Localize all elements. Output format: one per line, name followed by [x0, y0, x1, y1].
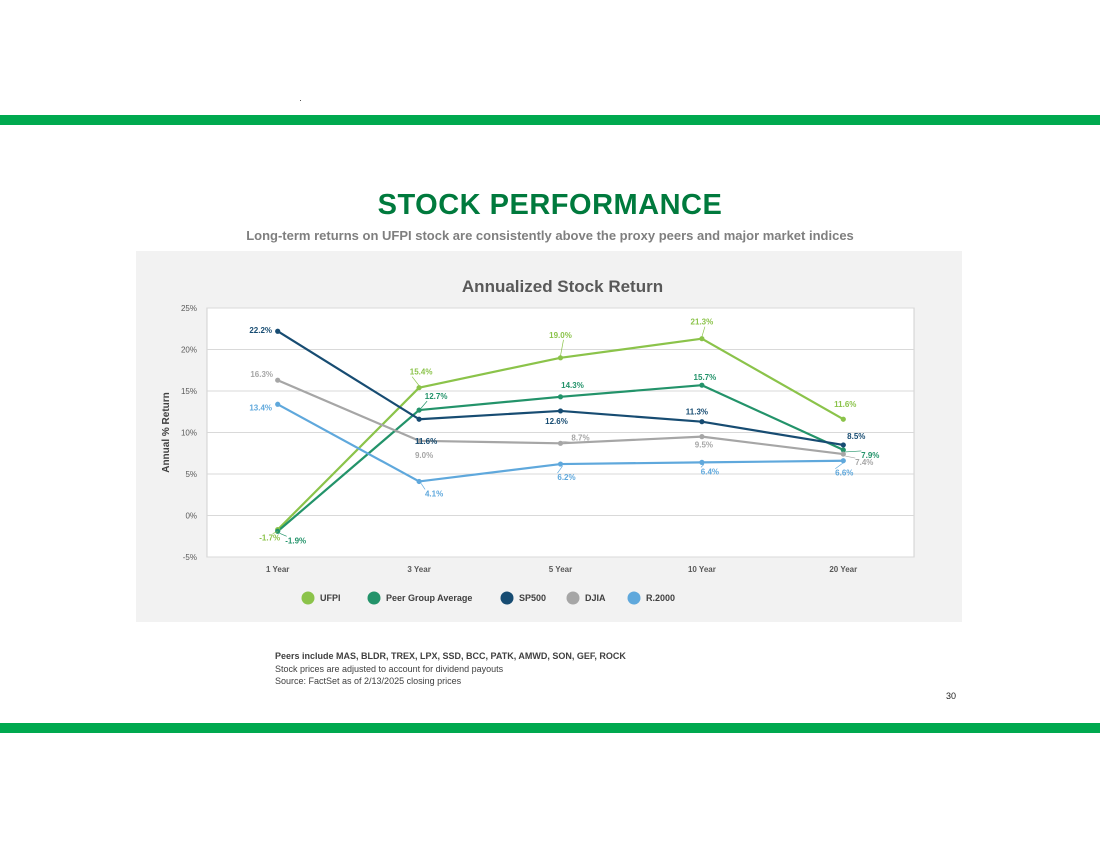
- source-note: Source: FactSet as of 2/13/2025 closing …: [275, 676, 462, 686]
- data-label: 22.2%: [249, 326, 272, 335]
- label-leader: [562, 440, 572, 443]
- label-leader: [560, 339, 564, 356]
- bottom-green-band: [0, 723, 1100, 733]
- data-point: [699, 382, 705, 388]
- y-tick-label: -5%: [183, 553, 197, 562]
- stray-dot: [300, 100, 301, 101]
- label-leader: [272, 531, 278, 534]
- data-point: [557, 461, 564, 467]
- peers-note: Peers include MAS, BLDR, TREX, LPX, SSD,…: [275, 651, 626, 661]
- data-label: 12.7%: [425, 392, 448, 401]
- y-tick-label: 5%: [185, 470, 197, 479]
- legend-label: SP500: [519, 593, 546, 603]
- x-tick-label: 1 Year: [266, 565, 289, 574]
- y-tick-label: 20%: [181, 346, 197, 355]
- data-point: [275, 528, 281, 534]
- x-tick-label: 10 Year: [688, 565, 716, 574]
- label-leader: [411, 376, 420, 386]
- data-point: [557, 355, 564, 361]
- data-label: 14.3%: [561, 381, 584, 390]
- footnotes: Peers include MAS, BLDR, TREX, LPX, SSD,…: [275, 650, 626, 688]
- legend-marker: [367, 591, 381, 605]
- data-label: 11.6%: [415, 437, 437, 446]
- data-label: 16.3%: [250, 370, 273, 379]
- top-green-band: [0, 115, 1100, 125]
- data-label: 21.3%: [691, 318, 714, 327]
- data-point: [416, 416, 422, 422]
- y-tick-label: 10%: [181, 429, 197, 438]
- data-point: [840, 447, 846, 453]
- data-label: 9.5%: [695, 441, 713, 450]
- label-leader: [835, 462, 844, 470]
- data-point: [699, 434, 705, 440]
- data-point: [557, 394, 564, 400]
- label-leader: [845, 450, 862, 453]
- data-point: [416, 438, 422, 444]
- data-point: [416, 407, 422, 413]
- label-leader: [845, 455, 856, 459]
- page-title: STOCK PERFORMANCE: [377, 189, 723, 221]
- legend-marker: [627, 591, 641, 605]
- data-point: [840, 458, 846, 464]
- data-point: [275, 377, 281, 383]
- data-point: [557, 408, 564, 414]
- data-label: 6.6%: [835, 469, 853, 478]
- legend-marker: [301, 591, 315, 605]
- line-chart: Annualized Stock Return -5% 0% 5% 10% 15% 20% 2…: [161, 277, 915, 605]
- data-label: 4.1%: [425, 489, 443, 498]
- x-tick-label: 20 Year: [829, 565, 857, 574]
- data-point: [275, 328, 281, 334]
- chart-panel: Annualized Stock Return -5% 0% 5% 10% 15% 20% 2…: [136, 251, 962, 622]
- page-number: 30: [946, 691, 957, 701]
- y-tick-label: 0%: [185, 512, 197, 521]
- data-label: 12.6%: [545, 417, 568, 426]
- y-axis-title: Annual % Return: [161, 392, 172, 473]
- page-subtitle: Long-term returns on UFPI stock are cons…: [246, 228, 854, 243]
- data-label: 7.4%: [855, 458, 873, 467]
- data-label: 9.0%: [415, 451, 433, 460]
- data-label: 8.5%: [847, 432, 865, 441]
- dividends-note: Stock prices are adjusted to account for…: [275, 663, 504, 674]
- data-point: [840, 451, 846, 457]
- data-label: -1.7%: [259, 534, 280, 543]
- data-point: [699, 419, 705, 425]
- legend-marker: [500, 591, 514, 605]
- legend-label: R.2000: [646, 593, 675, 603]
- data-label: 19.0%: [549, 331, 572, 340]
- data-label: 11.6%: [834, 400, 856, 409]
- data-point: [275, 401, 281, 407]
- data-label: 6.4%: [701, 467, 719, 476]
- data-point: [699, 336, 705, 342]
- data-point: [840, 416, 846, 422]
- legend-marker: [566, 591, 580, 605]
- y-tick-label: 25%: [181, 304, 197, 313]
- data-label: 15.7%: [694, 373, 717, 382]
- data-point: [699, 459, 705, 465]
- legend-label: UFPI: [320, 593, 341, 603]
- data-label: 11.3%: [686, 408, 708, 417]
- data-label: 8.7%: [571, 433, 589, 442]
- label-leader: [420, 400, 428, 409]
- data-label: 6.2%: [557, 473, 575, 482]
- data-point: [557, 440, 564, 446]
- label-leader: [279, 532, 287, 537]
- x-tick-label: 3 Year: [407, 565, 430, 574]
- data-point: [416, 478, 422, 485]
- y-tick-label: 15%: [181, 387, 197, 396]
- x-tick-label: 5 Year: [549, 565, 572, 574]
- data-point: [416, 385, 422, 391]
- label-leader: [701, 326, 706, 337]
- data-label: 15.4%: [410, 368, 433, 377]
- legend-label: DJIA: [585, 593, 606, 603]
- legend-label: Peer Group Average: [386, 593, 472, 603]
- data-label: -1.9%: [285, 536, 306, 545]
- chart-title: Annualized Stock Return: [462, 277, 663, 296]
- data-label: 7.9%: [861, 451, 879, 460]
- data-point: [840, 442, 846, 448]
- label-leader: [420, 483, 426, 490]
- label-leader: [700, 464, 705, 468]
- data-label: 13.4%: [249, 403, 272, 412]
- label-leader: [557, 465, 563, 474]
